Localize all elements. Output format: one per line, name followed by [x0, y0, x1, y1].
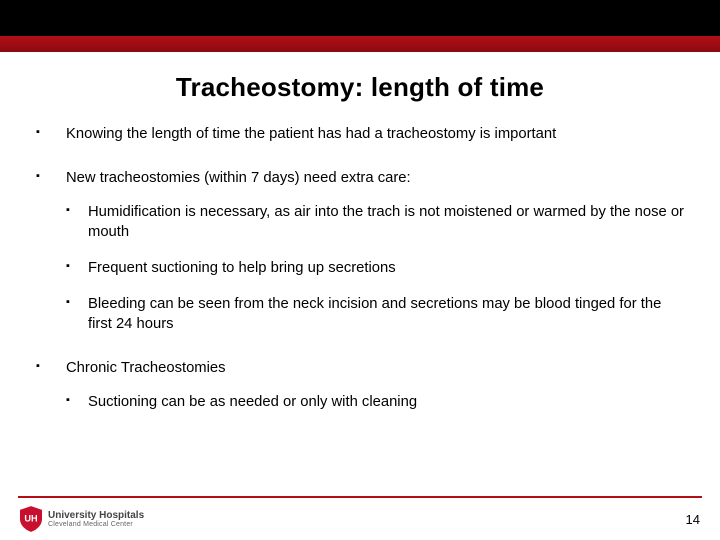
- top-black-bar: [0, 0, 720, 36]
- logo-sub-text: Cleveland Medical Center: [48, 521, 144, 528]
- bullet-text: Chronic Tracheostomies: [66, 360, 226, 376]
- page-number: 14: [686, 512, 700, 527]
- bullet-text: Frequent suctioning to help bring up sec…: [88, 260, 396, 276]
- bullet-sub-item: Humidification is necessary, as air into…: [66, 203, 684, 243]
- bullet-list-level1: Knowing the length of time the patient h…: [36, 125, 684, 413]
- bullet-text: Bleeding can be seen from the neck incis…: [88, 296, 661, 332]
- bullet-item: New tracheostomies (within 7 days) need …: [36, 169, 684, 335]
- bullet-text: Knowing the length of time the patient h…: [66, 126, 556, 142]
- slide-content: Knowing the length of time the patient h…: [0, 125, 720, 496]
- bullet-sub-item: Frequent suctioning to help bring up sec…: [66, 259, 684, 279]
- bullet-item: Knowing the length of time the patient h…: [36, 125, 684, 145]
- footer: UH University Hospitals Cleveland Medica…: [0, 498, 720, 540]
- logo-main-text: University Hospitals: [48, 511, 144, 521]
- top-red-bar: [0, 36, 720, 52]
- bullet-list-level2: Humidification is necessary, as air into…: [66, 203, 684, 335]
- bullet-text: Suctioning can be as needed or only with…: [88, 394, 417, 410]
- bullet-text: Humidification is necessary, as air into…: [88, 204, 684, 240]
- bullet-list-level2: Suctioning can be as needed or only with…: [66, 393, 684, 413]
- slide: Tracheostomy: length of time Knowing the…: [0, 0, 720, 540]
- bullet-sub-item: Bleeding can be seen from the neck incis…: [66, 295, 684, 335]
- bullet-sub-item: Suctioning can be as needed or only with…: [66, 393, 684, 413]
- shield-icon: UH: [20, 506, 42, 532]
- svg-text:UH: UH: [24, 514, 37, 524]
- logo: UH University Hospitals Cleveland Medica…: [20, 506, 144, 532]
- bullet-text: New tracheostomies (within 7 days) need …: [66, 170, 411, 186]
- bullet-item: Chronic Tracheostomies Suctioning can be…: [36, 359, 684, 413]
- logo-text: University Hospitals Cleveland Medical C…: [48, 511, 144, 528]
- slide-title: Tracheostomy: length of time: [0, 72, 720, 103]
